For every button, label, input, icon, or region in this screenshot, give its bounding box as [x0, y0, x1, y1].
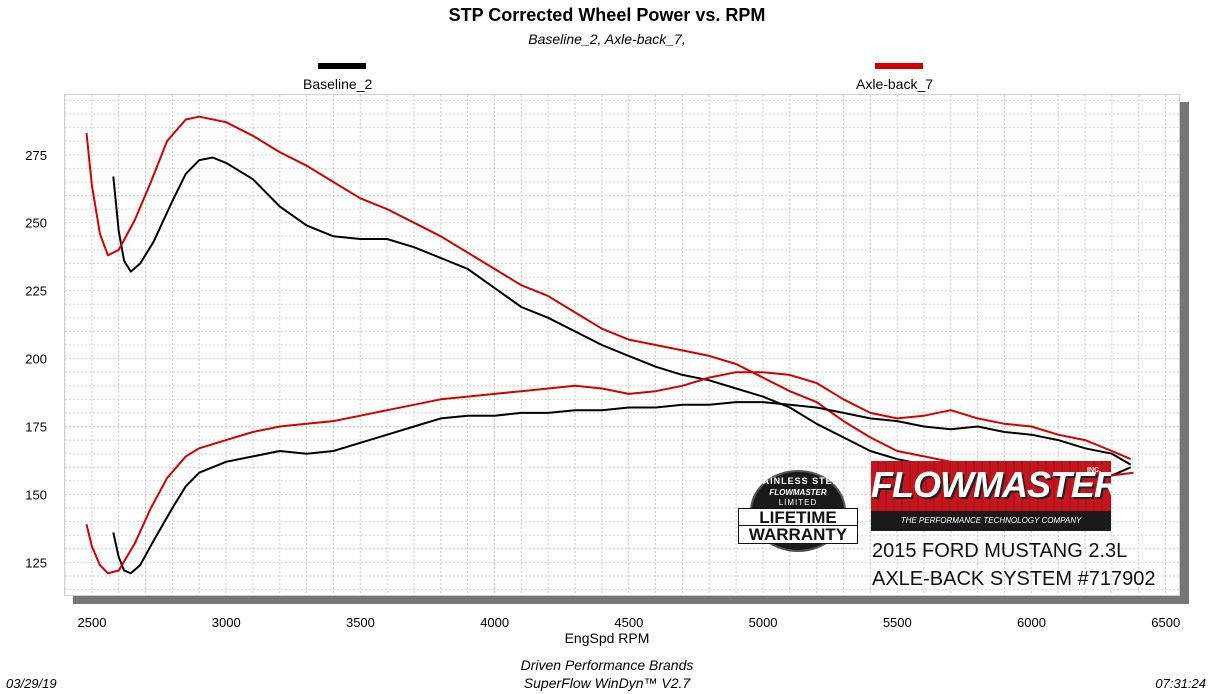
x-tick-label: 3500: [346, 615, 375, 630]
footer-company: Driven Performance Brands: [520, 657, 694, 673]
footer-date: 03/29/19: [6, 676, 57, 691]
badge-warranty: WARRANTY: [738, 525, 858, 544]
y-tick-label: 200: [25, 352, 47, 367]
legend-label-axleback: Axle-back_7: [856, 76, 934, 92]
badge-brand: FLOWMASTER: [769, 488, 827, 497]
warranty-badge: STAINLESS STEEL FLOWMASTER LIMITED LIFET…: [738, 470, 858, 552]
chart-title: STP Corrected Wheel Power vs. RPM: [448, 5, 766, 25]
product-line-2: AXLE-BACK SYSTEM #717902: [872, 568, 1156, 590]
badge-arc-text: STAINLESS STEEL: [749, 476, 847, 486]
x-tick-label: 5000: [749, 615, 778, 630]
x-tick-label: 6000: [1017, 615, 1046, 630]
series-line-3: [85, 371, 1132, 575]
legend-swatch-baseline: [318, 63, 366, 69]
chart-subtitle: Baseline_2, Axle-back_7,: [528, 31, 686, 47]
logo-name: FLOWMASTER: [871, 464, 1111, 505]
series-line-2: [112, 401, 1132, 575]
x-axis-label: EngSpd RPM: [564, 630, 650, 646]
legend-swatch-axleback: [875, 63, 923, 69]
logo-tagline: THE PERFORMANCE TECHNOLOGY COMPANY: [871, 511, 1111, 531]
x-tick-label: 4500: [614, 615, 643, 630]
x-axis-ticks: 2500 3000 3500 4000 4500 5000 5500 6000 6500: [78, 615, 1181, 630]
x-tick-label: 4000: [480, 615, 509, 630]
logo-inc: INC.: [1087, 467, 1101, 474]
x-tick-label: 6500: [1151, 615, 1180, 630]
series-layer: [85, 115, 1134, 575]
x-tick-label: 5500: [883, 615, 912, 630]
y-tick-label: 250: [25, 216, 47, 231]
y-tick-label: 275: [25, 148, 47, 163]
flowmaster-logo: FLOWMASTER INC. THE PERFORMANCE TECHNOLO…: [871, 461, 1111, 531]
y-tick-label: 125: [25, 555, 47, 570]
y-tick-label: 225: [25, 284, 47, 299]
x-tick-label: 3000: [212, 615, 241, 630]
badge-limited: LIMITED: [778, 498, 818, 507]
x-tick-label: 2500: [78, 615, 107, 630]
product-line-1: 2015 FORD MUSTANG 2.3L: [872, 540, 1128, 562]
legend-label-baseline: Baseline_2: [303, 76, 373, 92]
footer-time: 07:31:24: [1155, 676, 1206, 691]
y-tick-label: 150: [25, 487, 47, 502]
footer-software: SuperFlow WinDyn™ V2.7: [523, 675, 691, 691]
series-line-1: [85, 115, 1134, 477]
y-tick-label: 175: [25, 420, 47, 435]
logo-stripes: [871, 461, 1111, 511]
y-axis-ticks: 125 150 175 200 225 250 275: [25, 148, 47, 571]
